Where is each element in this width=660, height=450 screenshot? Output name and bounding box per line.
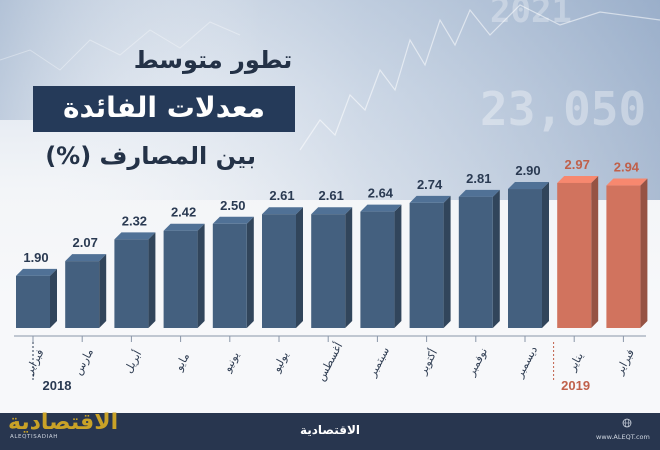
year-label-2018: 2018: [43, 378, 72, 393]
globe-icon: [622, 418, 632, 428]
stock-ticker-background: 23,050 2021: [0, 0, 660, 200]
bar-1-value-label: 1.90: [23, 250, 48, 265]
bar-8-top: [360, 204, 402, 212]
chart-title-line-3: بين المصارف (%): [45, 142, 256, 170]
bar-4-value-label: 2.42: [171, 205, 196, 220]
x-tick-label-5: يونيو: [220, 350, 242, 375]
bar-7-top: [311, 207, 353, 215]
bar-1: [16, 275, 50, 328]
website-url: www.ALEQT.com: [596, 433, 650, 441]
bar-11-value-label: 2.90: [515, 163, 540, 178]
bar-4: [163, 230, 198, 328]
x-tick-label-11: ديسمبر: [512, 344, 540, 381]
bar-6-value-label: 2.61: [269, 188, 294, 203]
x-tick-label-3: أبريل: [121, 348, 144, 375]
bar-4-top: [163, 223, 205, 231]
footer-brand: الاقتصادية: [299, 423, 361, 437]
bar-7-side: [345, 207, 353, 328]
ticker-number-1: 23,050: [480, 82, 646, 136]
bar-5-top: [212, 216, 254, 224]
x-tick-label-8: سبتمبر: [365, 345, 392, 380]
bar-8: [360, 211, 395, 328]
bar-12-side: [591, 175, 599, 328]
bar-4-side: [197, 223, 205, 328]
x-tick-label-6: يوليو: [269, 349, 291, 375]
publisher-logo-subtitle: ALEQTISADIAH: [10, 434, 58, 440]
footer-bar: [0, 413, 660, 450]
bar-13-value-label: 2.94: [614, 160, 640, 175]
bar-3-side: [148, 232, 156, 328]
bar-5-value-label: 2.50: [220, 198, 245, 213]
year-label-2019: 2019: [561, 378, 590, 393]
x-tick-label-9: أكتوبر: [415, 347, 440, 378]
bar-12-value-label: 2.97: [565, 157, 590, 172]
x-tick-label-4: مايو: [172, 351, 192, 374]
bar-3: [114, 239, 149, 328]
chart-title-band: [33, 86, 295, 132]
publisher-logo: الاقتصادية: [8, 410, 119, 435]
bar-12-top: [557, 175, 599, 183]
bar-13-top: [606, 178, 648, 186]
ticker-number-2: 2021: [490, 0, 572, 31]
bar-7: [311, 214, 346, 328]
bar-1-side: [50, 268, 57, 328]
bar-9-side: [443, 195, 451, 328]
x-tick-label-2: مارس: [71, 346, 96, 377]
bar-10-value-label: 2.81: [466, 171, 491, 186]
bar-2-side: [99, 254, 107, 328]
bar-3-value-label: 2.32: [122, 213, 147, 228]
bar-6-side: [296, 207, 303, 328]
bar-3-top: [114, 232, 156, 240]
bar-13: [606, 185, 641, 328]
chart-title-line-2: معدلات الفائدة: [62, 91, 266, 124]
bar-2-top: [65, 254, 107, 262]
bar-10: [458, 196, 493, 328]
chart-title-line-1: تطور متوسط: [133, 46, 293, 74]
bar-5: [212, 223, 247, 328]
bar-9-value-label: 2.74: [417, 177, 443, 192]
bar-11-top: [508, 182, 549, 190]
bar-8-side: [394, 204, 402, 328]
bar-9-top: [409, 195, 451, 203]
x-tick-label-7: أغسطس: [313, 340, 345, 383]
bar-11-side: [542, 182, 549, 328]
bar-6-top: [262, 207, 303, 215]
x-tick-label-10: نوفمبر: [464, 346, 490, 379]
ticker-line-1: [299, 4, 660, 151]
bar-6: [262, 214, 296, 328]
bar-8-value-label: 2.64: [368, 186, 394, 201]
bar-12: [557, 182, 592, 328]
x-tick-label-13: فبراير: [612, 347, 637, 378]
ticker-line-2: [0, 21, 241, 71]
bar-10-side: [492, 189, 500, 328]
bar-13-side: [640, 178, 648, 328]
bar-2-value-label: 2.07: [73, 235, 98, 250]
bar-11: [508, 189, 542, 328]
x-tick-label-1: فبراير: [22, 347, 47, 378]
x-tick-label-12: يناير: [565, 350, 586, 374]
bar-5-side: [246, 216, 254, 328]
bar-1-top: [16, 268, 57, 276]
bar-7-value-label: 2.61: [319, 188, 344, 203]
bar-2: [65, 261, 100, 328]
bar-9: [409, 202, 444, 328]
bar-10-top: [458, 189, 500, 197]
